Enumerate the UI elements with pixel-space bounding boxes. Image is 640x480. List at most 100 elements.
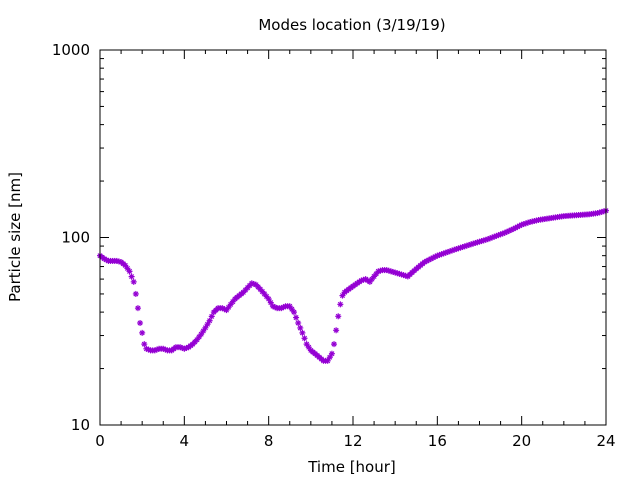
data-point-stroke — [145, 347, 152, 353]
data-point — [134, 305, 141, 312]
data-points — [97, 207, 609, 364]
data-point — [198, 331, 205, 338]
data-point-stroke — [291, 309, 297, 315]
data-point — [295, 319, 302, 326]
y-axis-label: Particle size [nm] — [6, 172, 24, 302]
data-point-stroke — [264, 293, 270, 299]
data-point-stroke — [327, 354, 333, 360]
data-point-stroke — [139, 330, 145, 336]
data-point-stroke — [259, 289, 265, 295]
data-point-stroke — [293, 315, 299, 321]
data-point-stroke — [129, 274, 135, 280]
x-axis-label: Time [hour] — [307, 458, 396, 476]
y-tick-label: 10 — [71, 416, 90, 434]
chart-title: Modes location (3/19/19) — [258, 16, 445, 34]
data-point-stroke — [270, 303, 276, 309]
data-point-stroke — [384, 267, 390, 273]
data-point-stroke — [261, 291, 267, 297]
x-tick-label: 8 — [264, 432, 274, 450]
data-point — [337, 301, 344, 308]
data-point — [328, 350, 335, 357]
data-point-stroke — [122, 262, 128, 268]
data-point-stroke — [325, 358, 331, 364]
data-point — [290, 309, 297, 316]
data-point-stroke — [390, 269, 396, 275]
data-point — [495, 232, 502, 239]
data-point-stroke — [219, 305, 225, 311]
data-point-stroke — [394, 270, 400, 276]
data-point-stroke — [396, 271, 402, 277]
data-point — [128, 273, 135, 280]
data-point-stroke — [299, 330, 305, 336]
data-point-stroke — [137, 320, 143, 326]
data-point — [132, 290, 139, 297]
data-point-stroke — [289, 306, 295, 312]
x-tick-label: 16 — [428, 432, 447, 450]
data-point-stroke — [124, 265, 130, 271]
data-point-stroke — [257, 286, 263, 292]
data-point — [301, 335, 308, 342]
data-point-stroke — [335, 313, 341, 319]
data-point-stroke — [306, 344, 312, 350]
data-point-stroke — [401, 272, 407, 278]
data-point-stroke — [253, 282, 259, 288]
data-point-stroke — [386, 268, 392, 274]
x-tick-label: 24 — [596, 432, 615, 450]
data-point — [137, 319, 144, 326]
data-point-stroke — [202, 325, 208, 331]
data-point — [200, 327, 207, 334]
data-point-stroke — [329, 351, 335, 357]
data-point — [208, 313, 215, 320]
x-tick-label: 12 — [343, 432, 362, 450]
data-point — [335, 313, 342, 320]
data-point — [141, 341, 148, 348]
data-point-stroke — [205, 321, 211, 327]
data-point-stroke — [266, 296, 272, 302]
data-point-stroke — [251, 281, 257, 287]
data-point-stroke — [331, 341, 337, 347]
data-point-stroke — [101, 256, 107, 262]
data-point-stroke — [177, 344, 183, 350]
data-point — [299, 329, 306, 336]
data-point — [139, 329, 146, 336]
data-point-stroke — [301, 335, 308, 341]
data-point — [202, 324, 209, 331]
data-point-stroke — [337, 301, 343, 307]
data-point-stroke — [141, 341, 147, 347]
data-point — [428, 255, 435, 262]
data-point-stroke — [304, 341, 310, 347]
data-point-stroke — [135, 305, 141, 311]
data-point-stroke — [198, 331, 204, 337]
plot-frame — [99, 49, 607, 426]
data-point — [293, 314, 300, 321]
data-point-stroke — [160, 346, 166, 352]
y-tick-label: 100 — [61, 229, 90, 247]
data-point — [305, 344, 312, 351]
data-point-stroke — [207, 318, 213, 324]
data-point-stroke — [295, 320, 301, 326]
data-point-stroke — [388, 268, 394, 274]
x-tick-label: 20 — [512, 432, 531, 450]
x-tick-label: 4 — [180, 432, 190, 450]
data-point-stroke — [133, 291, 139, 297]
data-point-stroke — [398, 271, 405, 278]
x-tick-label: 0 — [95, 432, 105, 450]
data-point — [331, 341, 338, 348]
data-point-stroke — [268, 300, 274, 306]
data-point-stroke — [297, 325, 303, 331]
axis-ticks — [99, 49, 607, 426]
data-point-stroke — [272, 304, 278, 310]
data-point — [303, 341, 310, 348]
data-point-stroke — [143, 346, 149, 352]
data-point-stroke — [126, 268, 133, 274]
data-point-stroke — [249, 280, 255, 286]
data-point — [130, 278, 137, 285]
data-point-stroke — [287, 303, 293, 309]
data-point-stroke — [200, 328, 206, 334]
y-tick-label: 1000 — [52, 41, 90, 59]
data-point — [333, 327, 340, 334]
data-point-stroke — [209, 313, 215, 319]
data-point-stroke — [103, 257, 109, 263]
data-point-stroke — [162, 347, 168, 353]
tick-labels: 0 4 8 12 16 20 24 10 100 1000 — [52, 41, 616, 450]
